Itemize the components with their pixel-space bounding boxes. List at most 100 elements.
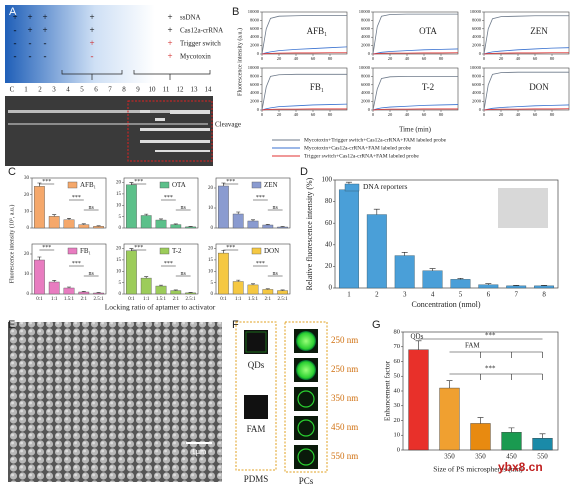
annotation: ***: [42, 179, 51, 185]
sign: +: [89, 25, 94, 35]
x-tick-label: 0: [483, 112, 486, 117]
caption: PDMS: [244, 474, 269, 484]
bar: [532, 438, 553, 451]
x-tick-label: 0: [372, 56, 375, 61]
gel-bands: [8, 110, 210, 152]
legend-label: Trigger switch+Cas12a-crRNA+FAM labeled …: [304, 153, 419, 159]
x-tick-label: 3: [403, 291, 407, 299]
lane-label: 10: [149, 86, 157, 94]
annotation: ***: [134, 179, 143, 185]
bar: [34, 259, 45, 295]
x-tick-label: 1.5:1: [248, 297, 259, 302]
error-bar: [513, 285, 520, 286]
x-tick-label: 0: [483, 56, 486, 61]
bar: [277, 226, 288, 229]
header-gradient: [5, 5, 155, 83]
y-tick-label: 6000: [361, 26, 371, 31]
bar: [78, 224, 90, 229]
annotation: ***: [134, 245, 143, 251]
y-tick-label: 0: [368, 107, 371, 112]
y-tick-label: 0: [257, 51, 260, 56]
line: [483, 15, 569, 55]
sign: -: [44, 51, 47, 61]
bar: [422, 270, 443, 289]
y-tick-label: 10000: [470, 65, 482, 70]
error-bar: [159, 284, 163, 287]
legend-swatch: [251, 181, 262, 189]
legend-swatch: [251, 247, 262, 255]
line: [261, 103, 348, 111]
subplot-title: OTA: [172, 181, 186, 189]
bar: [501, 432, 522, 451]
bar: [338, 189, 359, 289]
subplot-title: FB₁: [80, 247, 91, 255]
y-tick-label: 0: [329, 284, 333, 292]
x-tick-label: 0:1: [128, 297, 135, 302]
lane-label: C: [10, 86, 15, 94]
legend-swatch: [159, 247, 170, 255]
line: [261, 73, 347, 111]
y-tick-label: 20: [24, 193, 30, 198]
line: [261, 52, 347, 55]
sem-image: [8, 322, 222, 482]
y-tick-label: 8000: [361, 17, 371, 22]
row-label: Cas12a-crRNA: [180, 27, 223, 35]
bar: [439, 387, 460, 451]
error-bar: [173, 289, 178, 291]
x-tick-label: 2.5:1: [94, 297, 105, 302]
legend-swatch: [344, 183, 360, 192]
error-bar: [236, 279, 241, 282]
line: [372, 13, 458, 55]
y-tick-label: 60: [394, 358, 401, 365]
lane-label: 9: [136, 86, 140, 94]
pdms-box: [235, 321, 277, 471]
x-axis-label: Concentration (nmol): [411, 300, 480, 309]
x-tick-label: 1:1: [235, 297, 242, 302]
error-bar: [52, 280, 57, 282]
y-axis-label: Enhancement factor: [383, 360, 392, 421]
bar: [218, 252, 229, 295]
x-tick-label: 7: [514, 291, 518, 299]
subplot-title: DON: [264, 247, 279, 255]
x-tick-label: 0: [261, 112, 264, 117]
x-tick-label: 20: [277, 56, 282, 61]
x-tick-label: 40: [405, 56, 410, 61]
y-tick-label: 5: [119, 215, 122, 220]
y-tick-label: 10000: [248, 65, 260, 70]
pcs-spot: [296, 331, 316, 351]
y-tick-label: 20: [24, 252, 30, 257]
error-bar: [265, 224, 270, 225]
bar: [63, 219, 75, 229]
sign: -: [29, 51, 32, 61]
annotation: ***: [256, 195, 265, 201]
annotation: QDs: [411, 333, 424, 341]
subplot-title: AFB₁: [80, 181, 96, 189]
lane-label: 12: [177, 86, 185, 94]
panel-label: G: [372, 319, 381, 331]
line: [483, 71, 569, 111]
plot-frame: [483, 67, 570, 111]
y-tick-label: 0: [211, 292, 214, 297]
x-tick-label: 8: [542, 291, 546, 299]
y-tick-label: 0: [397, 446, 400, 453]
y-tick-label: 10: [394, 432, 401, 439]
error-bar: [67, 218, 71, 220]
sign: -: [14, 51, 17, 61]
lane-label: 5: [80, 86, 84, 94]
lane-label: 8: [122, 86, 126, 94]
sign: -: [14, 38, 17, 48]
y-tick-label: 15: [116, 192, 122, 197]
x-tick-label: 350: [444, 453, 455, 461]
x-tick-label: 40: [294, 112, 299, 117]
y-tick-label: 80: [394, 328, 401, 335]
x-axis-label: Time (min): [399, 126, 431, 134]
y-tick-label: 6000: [361, 82, 371, 87]
y-tick-label: 4000: [250, 34, 260, 39]
y-tick-label: 20: [116, 181, 122, 186]
y-tick-label: 2000: [250, 99, 260, 104]
pcs-spot: [297, 448, 315, 466]
y-tick-label: 10000: [359, 9, 371, 14]
x-axis-label: Size of PS microspheres (nm): [433, 465, 523, 474]
bar: [78, 291, 90, 295]
x-tick-label: 60: [422, 56, 427, 61]
